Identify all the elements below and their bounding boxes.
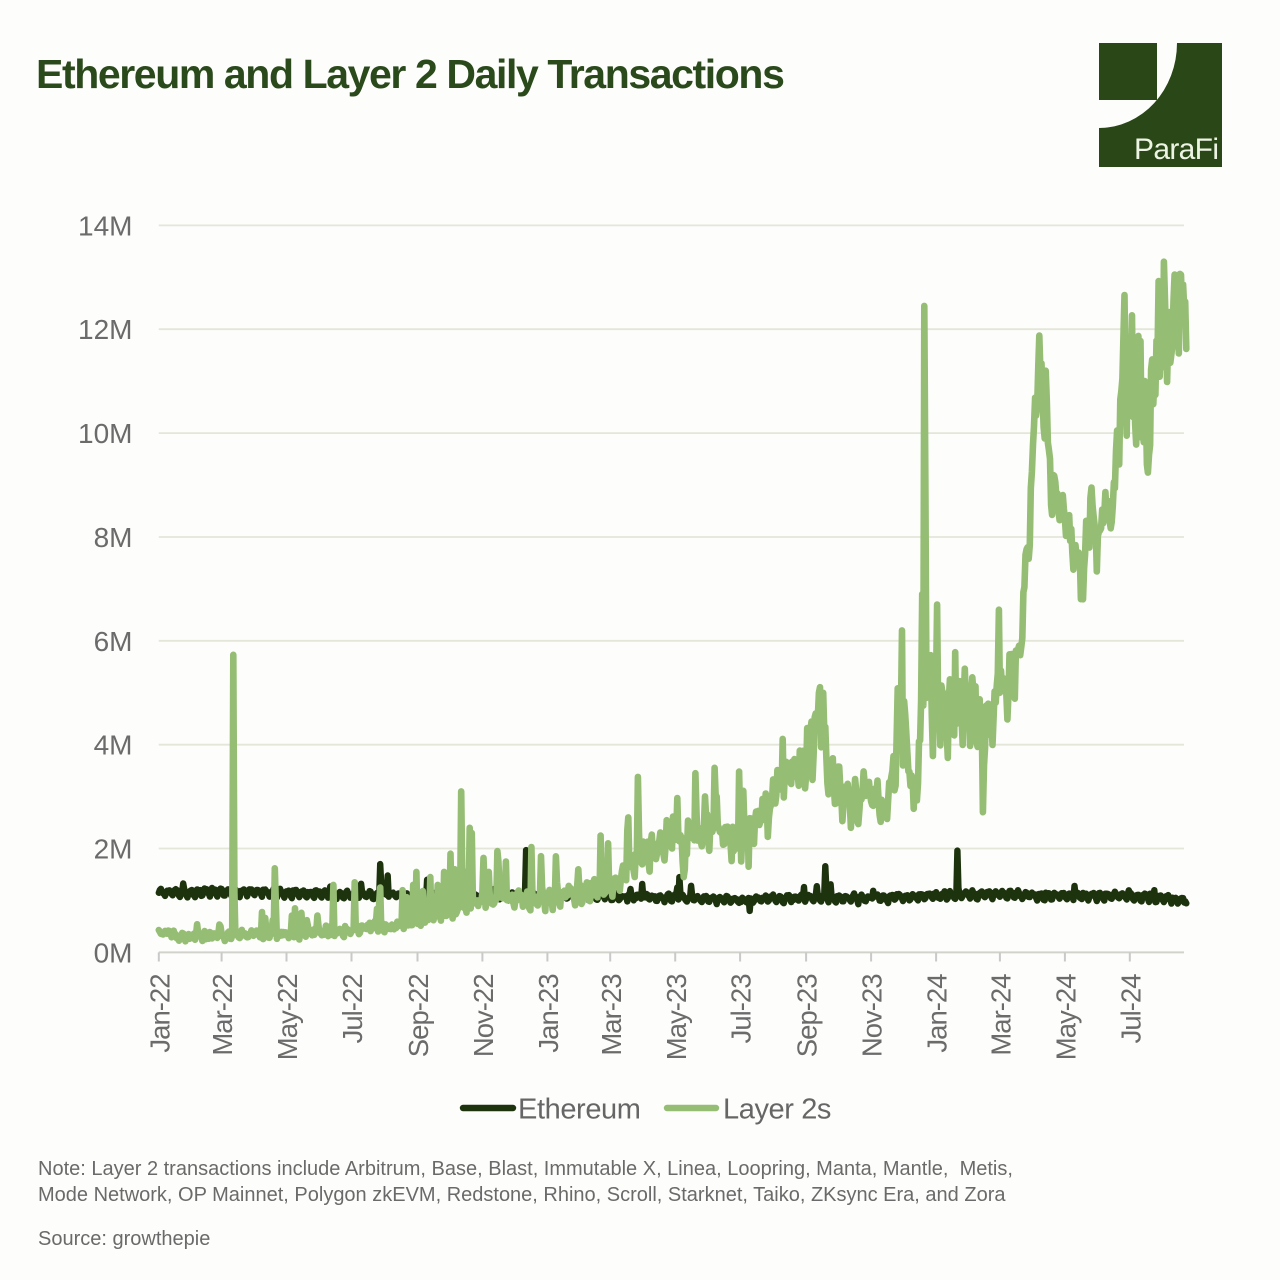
svg-text:12M: 12M: [78, 314, 132, 345]
svg-text:Mar-22: Mar-22: [207, 975, 238, 1056]
svg-text:Sep-22: Sep-22: [403, 975, 434, 1058]
svg-text:2M: 2M: [94, 834, 133, 865]
svg-text:0M: 0M: [94, 937, 133, 968]
svg-text:Jul-24: Jul-24: [1115, 974, 1146, 1044]
svg-text:4M: 4M: [94, 730, 133, 761]
svg-text:May-22: May-22: [272, 975, 303, 1061]
svg-text:10M: 10M: [78, 418, 132, 449]
svg-text:14M: 14M: [78, 210, 132, 241]
svg-text:Ethereum: Ethereum: [518, 1094, 641, 1126]
svg-text:May-24: May-24: [1051, 974, 1082, 1060]
svg-text:Sep-23: Sep-23: [792, 974, 823, 1057]
svg-text:Jan-22: Jan-22: [144, 975, 175, 1053]
svg-text:ParaFi: ParaFi: [1134, 133, 1219, 166]
svg-text:Mar-24: Mar-24: [986, 974, 1017, 1056]
svg-text:6M: 6M: [94, 626, 133, 657]
svg-text:Jul-23: Jul-23: [726, 974, 757, 1044]
svg-text:Jan-24: Jan-24: [922, 974, 953, 1053]
svg-text:8M: 8M: [94, 522, 133, 553]
svg-text:May-23: May-23: [661, 974, 692, 1060]
svg-text:Nov-22: Nov-22: [468, 975, 499, 1058]
svg-text:Mar-23: Mar-23: [596, 974, 627, 1056]
svg-text:Nov-23: Nov-23: [857, 974, 888, 1057]
svg-text:Layer 2s: Layer 2s: [723, 1094, 831, 1126]
svg-text:Jan-23: Jan-23: [533, 974, 564, 1053]
svg-text:Jul-22: Jul-22: [337, 975, 368, 1044]
